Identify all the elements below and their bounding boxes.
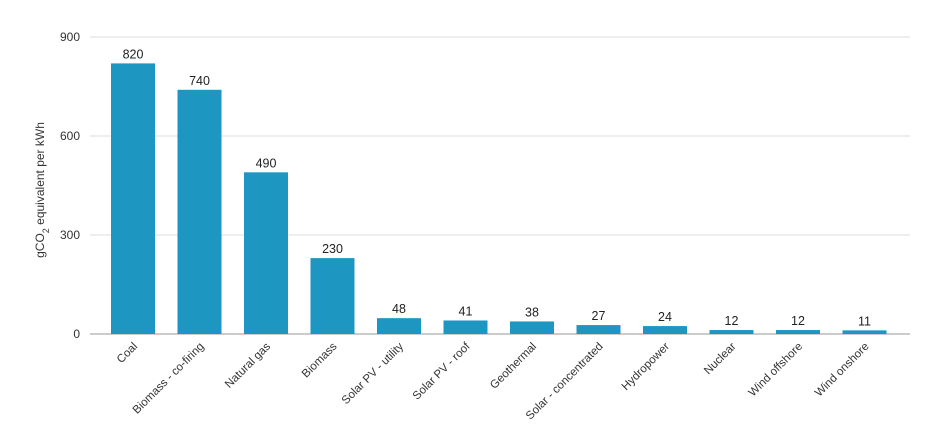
y-axis-title-prefix: gCO xyxy=(33,233,47,258)
bar xyxy=(842,330,887,334)
x-tick-label: Wind onshore xyxy=(813,341,872,400)
bars xyxy=(111,63,887,335)
data-label: 12 xyxy=(791,314,805,328)
data-label: 38 xyxy=(525,305,539,319)
y-tick-label: 0 xyxy=(73,327,80,341)
y-axis-title: gCO2 equivalent per kWh xyxy=(33,122,51,258)
gridlines xyxy=(90,36,910,335)
data-label: 48 xyxy=(392,302,406,316)
x-tick-label: Hydropower xyxy=(620,341,672,393)
x-tick-label: Biomass - co-firing xyxy=(131,341,207,417)
y-tick-label: 600 xyxy=(60,129,80,143)
x-tick-label: Coal xyxy=(115,341,140,366)
data-label: 27 xyxy=(592,309,606,323)
bar xyxy=(177,89,222,334)
y-axis-ticks: 0 300 600 900 xyxy=(60,30,80,341)
bar xyxy=(111,63,155,335)
bar xyxy=(709,330,754,334)
x-tick-label: Solar PV - utility xyxy=(340,340,407,407)
x-tick-label: Solar PV - roof xyxy=(411,340,473,402)
y-axis-title-subscript: 2 xyxy=(41,228,51,233)
data-labels: 820 740 490 230 48 41 38 27 24 12 12 11 xyxy=(123,47,871,328)
data-label: 230 xyxy=(322,242,343,256)
bar xyxy=(643,326,687,334)
data-label: 41 xyxy=(459,304,473,318)
bar xyxy=(510,321,554,334)
bar xyxy=(576,325,621,334)
x-tick-label: Wind offshore xyxy=(747,341,806,400)
data-label: 12 xyxy=(725,314,739,328)
y-axis-title-suffix: equivalent per kWh xyxy=(33,122,47,228)
bar xyxy=(776,330,820,334)
x-tick-label: Natural gas xyxy=(223,340,273,390)
bar xyxy=(443,320,488,334)
data-label: 490 xyxy=(256,156,277,170)
x-tick-label: Solar - concentrated xyxy=(524,341,606,423)
bar xyxy=(377,318,421,334)
x-tick-label: Geothermal xyxy=(488,341,539,392)
y-tick-label: 900 xyxy=(60,30,80,44)
x-tick-label: Biomass xyxy=(300,340,340,380)
data-label: 24 xyxy=(658,310,672,324)
data-label: 740 xyxy=(189,74,210,88)
x-tick-label: Nuclear xyxy=(702,341,739,378)
bar xyxy=(310,258,355,334)
bar xyxy=(244,172,288,334)
data-label: 11 xyxy=(858,314,871,328)
data-label: 820 xyxy=(123,47,144,61)
y-tick-label: 300 xyxy=(60,228,80,242)
